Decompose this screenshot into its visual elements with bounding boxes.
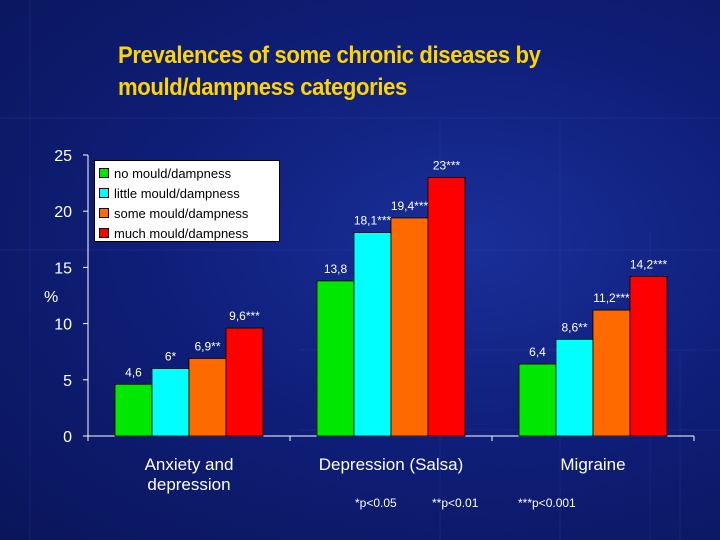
data-label: 8,6** <box>561 320 587 334</box>
legend-swatch <box>99 208 109 218</box>
y-axis-label: % <box>44 289 58 306</box>
legend-item: no mould/dampness <box>99 163 279 183</box>
legend-swatch <box>99 188 109 198</box>
y-tick-label: 15 <box>54 260 72 277</box>
bar-some-mould-dampness-0 <box>188 358 227 437</box>
y-tick-label: 20 <box>54 204 72 221</box>
bar-some-mould-dampness-1 <box>390 217 429 437</box>
bar-little-mould-dampness-0 <box>151 368 190 437</box>
bar-little-mould-dampness-1 <box>353 232 392 437</box>
bar-no-mould-dampness-2 <box>518 363 557 437</box>
legend-label: much mould/dampness <box>114 225 249 241</box>
bar-much-mould-dampness-0 <box>225 327 264 437</box>
y-tick-label: 0 <box>63 429 72 446</box>
data-label: 4,6 <box>125 365 142 379</box>
bar-some-mould-dampness-2 <box>592 309 631 437</box>
bar-little-mould-dampness-2 <box>555 338 594 437</box>
legend-swatch <box>99 228 109 238</box>
data-label: 19,4*** <box>391 199 429 213</box>
bar-much-mould-dampness-2 <box>629 275 668 437</box>
x-category-label: Migraine <box>560 455 625 474</box>
data-label: 6* <box>165 350 177 364</box>
bar-no-mould-dampness-0 <box>114 383 153 437</box>
data-label: 23*** <box>433 158 461 172</box>
bar-much-mould-dampness-1 <box>427 177 466 437</box>
chart-title: Prevalences of some chronic diseases by … <box>118 42 541 101</box>
data-label: 6,4 <box>529 345 546 359</box>
legend-item: some mould/dampness <box>99 203 279 223</box>
legend-label: some mould/dampness <box>114 205 249 221</box>
data-label: 11,2*** <box>593 291 630 305</box>
legend-label: no mould/dampness <box>114 165 232 181</box>
footnote-p0001: ***p<0.001 <box>518 496 576 510</box>
legend-label: little mould/dampness <box>114 185 240 201</box>
legend-swatch <box>99 168 109 178</box>
legend-item: much mould/dampness <box>99 223 279 243</box>
footnote-p005: *p<0.05 <box>355 496 397 510</box>
y-tick-label: 10 <box>54 317 72 334</box>
data-label: 6,9** <box>194 339 220 353</box>
bar-no-mould-dampness-1 <box>316 280 355 437</box>
data-label: 18,1*** <box>354 214 392 228</box>
data-label: 9,6*** <box>229 309 260 323</box>
chart-legend: no mould/dampness little mould/dampness so… <box>94 160 280 242</box>
legend-item: little mould/dampness <box>99 183 279 203</box>
x-category-label: Anxiety and depression <box>145 455 234 494</box>
y-tick-label: 25 <box>54 148 72 165</box>
data-label: 13,8 <box>324 262 348 276</box>
y-tick-label: 5 <box>63 373 72 390</box>
x-category-label: Depression (Salsa) <box>319 455 464 474</box>
data-label: 14,2*** <box>630 257 668 271</box>
footnote-p001: **p<0.01 <box>432 496 479 510</box>
